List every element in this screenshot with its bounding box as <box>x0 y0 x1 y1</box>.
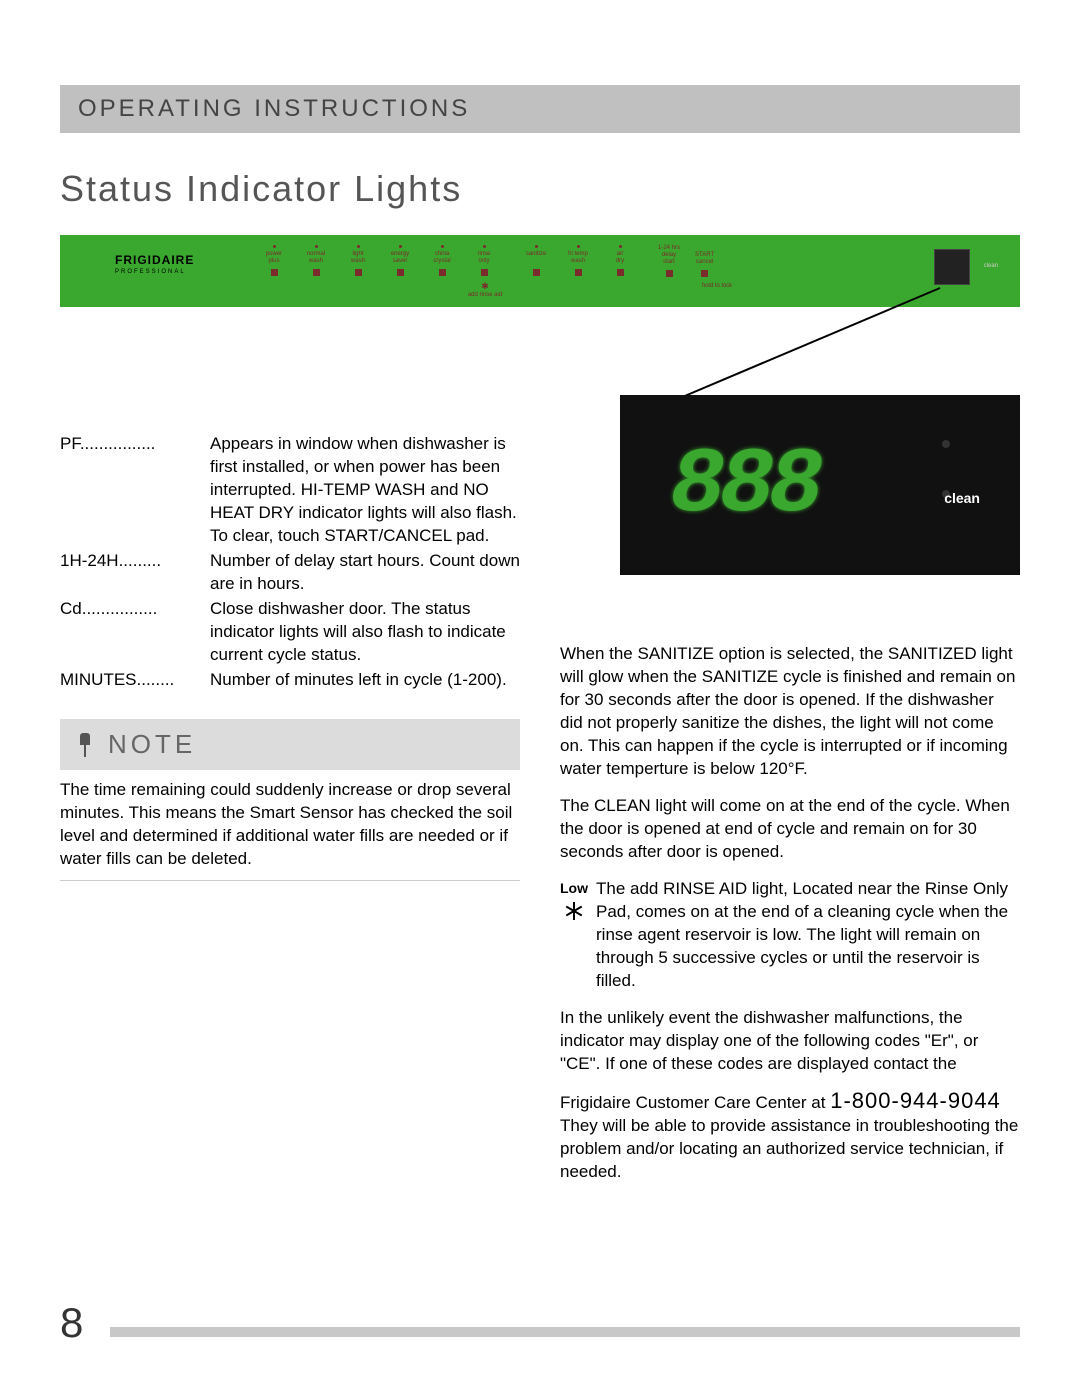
def-row: MINUTES........Number of minutes left in… <box>60 668 520 691</box>
control-panel: FRIGIDAIRE PROFESSIONAL powerplus normal… <box>60 235 1020 307</box>
panel-start-group: 1-24 hrsdelaystart STARTcancel <box>658 245 714 277</box>
snowflake-icon <box>565 902 583 920</box>
display-zoom: 888 clean <box>620 395 1020 575</box>
panel-clean-label: clean <box>984 263 998 270</box>
pin-icon <box>76 733 94 757</box>
page-number: 8 <box>60 1299 83 1347</box>
def-row: PF................Appears in window when… <box>60 432 520 547</box>
display-digits: 888 <box>670 433 818 538</box>
brand-subtext: PROFESSIONAL <box>115 269 186 275</box>
note-body: The time remaining could suddenly increa… <box>60 778 520 881</box>
panel-cycle-group: powerplus normalwash lightwash energysav… <box>258 245 500 276</box>
low-rinse-aid-paragraph: Low The add RINSE AID light, Located nea… <box>560 877 1020 992</box>
definitions-column: PF................Appears in window when… <box>60 432 520 1197</box>
panel-options-group: sanitize hi tempwash airdry <box>520 245 636 276</box>
error-codes-paragraph: In the unlikely event the dishwasher mal… <box>560 1006 1020 1075</box>
rinse-aid-label: ✱add rinse aid <box>455 283 515 299</box>
def-row: Cd................Close dishwasher door.… <box>60 597 520 666</box>
hold-lock-label: hold to lock <box>692 283 742 290</box>
brand-logo: FRIGIDAIRE <box>115 253 194 267</box>
phone-number: 1-800-944-9044 <box>830 1088 1001 1113</box>
panel-display-slot <box>934 249 970 285</box>
section-header: OPERATING INSTRUCTIONS <box>60 85 1020 133</box>
sanitize-paragraph: When the SANITIZE option is selected, th… <box>560 642 1020 780</box>
page-footer-bar <box>110 1327 1020 1337</box>
clean-paragraph: The CLEAN light will come on at the end … <box>560 794 1020 863</box>
contact-paragraph: Frigidaire Customer Care Center at 1-800… <box>560 1089 1020 1183</box>
display-clean-label: clean <box>944 490 980 506</box>
page-title: Status Indicator Lights <box>60 168 1020 210</box>
note-header: NOTE <box>60 719 520 770</box>
def-row: 1H-24H.........Number of delay start hou… <box>60 549 520 595</box>
